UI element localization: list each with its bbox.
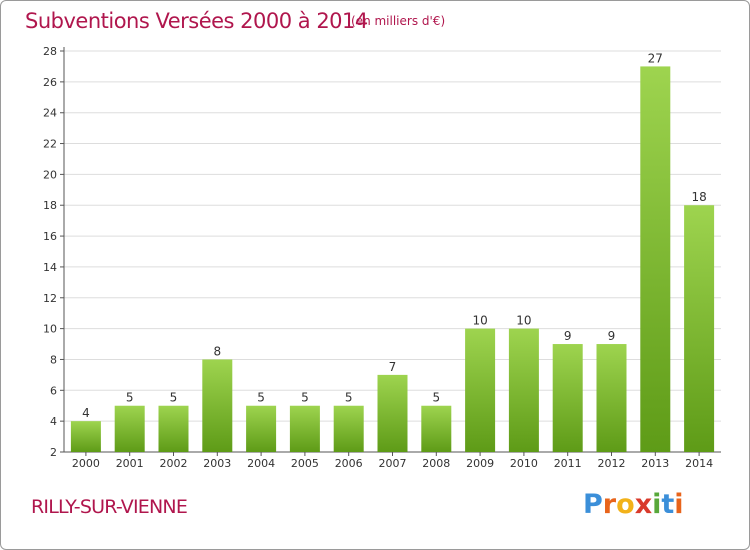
x-tick-label: 2007 [379, 457, 407, 470]
y-tick-label: 20 [43, 168, 57, 181]
bar [202, 359, 233, 452]
bar-value-label: 5 [301, 391, 309, 405]
x-tick-label: 2013 [641, 457, 669, 470]
x-tick-label: 2003 [203, 457, 231, 470]
bar-value-label: 27 [648, 51, 663, 65]
bar [114, 405, 145, 452]
y-tick-label: 12 [43, 292, 57, 305]
bar [465, 328, 496, 452]
x-tick-label: 2009 [466, 457, 494, 470]
bar [246, 405, 277, 452]
bar [508, 328, 539, 452]
bar-value-label: 9 [608, 329, 616, 343]
y-tick-label: 14 [43, 261, 57, 274]
y-tick-label: 10 [43, 323, 57, 336]
labels: 2468101214161820222426284200052001520028… [43, 45, 713, 470]
bar-value-label: 7 [389, 360, 397, 374]
logo-letter: r [602, 489, 617, 520]
y-tick-label: 4 [50, 415, 57, 428]
bar-value-label: 5 [432, 391, 440, 405]
x-tick-label: 2000 [72, 457, 100, 470]
commune-name: RILLY-SUR-VIENNE [31, 496, 188, 518]
bars [70, 66, 715, 452]
bar [70, 421, 101, 452]
bar-value-label: 8 [213, 344, 221, 358]
bar [684, 205, 715, 452]
logo-letter: x [634, 489, 653, 520]
y-tick-label: 2 [50, 446, 57, 459]
bar [421, 405, 452, 452]
bar [158, 405, 189, 452]
y-tick-label: 8 [50, 353, 57, 366]
logo-letter: i [674, 489, 684, 520]
bar-value-label: 5 [126, 391, 134, 405]
bar-value-label: 10 [516, 314, 531, 328]
logo-letter: o [616, 489, 635, 520]
x-tick-label: 2014 [685, 457, 713, 470]
x-tick-label: 2006 [335, 457, 363, 470]
y-tick-label: 16 [43, 230, 57, 243]
bar-value-label: 9 [564, 329, 572, 343]
y-tick-label: 18 [43, 199, 57, 212]
bar [552, 344, 583, 452]
bar [377, 374, 408, 452]
logo-letter: t [661, 489, 675, 520]
logo-letter: i [652, 489, 662, 520]
x-tick-label: 2005 [291, 457, 319, 470]
x-tick-label: 2004 [247, 457, 275, 470]
bar [640, 66, 671, 452]
x-tick-label: 2001 [116, 457, 144, 470]
proxiti-logo[interactable]: Proxiti [583, 489, 684, 520]
x-tick-label: 2011 [554, 457, 582, 470]
bar-value-label: 18 [691, 190, 706, 204]
x-tick-label: 2012 [598, 457, 626, 470]
chart-unit: (en milliers d'€) [351, 14, 446, 28]
x-tick-label: 2010 [510, 457, 538, 470]
y-tick-label: 24 [43, 107, 57, 120]
bar-value-label: 5 [170, 391, 178, 405]
bar-value-label: 5 [257, 391, 265, 405]
logo-letter: P [583, 489, 603, 520]
y-tick-label: 6 [50, 384, 57, 397]
y-tick-label: 22 [43, 138, 57, 151]
x-tick-label: 2008 [422, 457, 450, 470]
x-tick-label: 2002 [160, 457, 188, 470]
bar [333, 405, 364, 452]
y-tick-label: 28 [43, 45, 57, 58]
bar [596, 344, 627, 452]
chart-title: Subventions Versées 2000 à 2014 [25, 9, 368, 33]
bar-value-label: 4 [82, 406, 90, 420]
bar [289, 405, 320, 452]
bar-value-label: 10 [472, 314, 487, 328]
bar-value-label: 5 [345, 391, 353, 405]
y-tick-label: 26 [43, 76, 57, 89]
